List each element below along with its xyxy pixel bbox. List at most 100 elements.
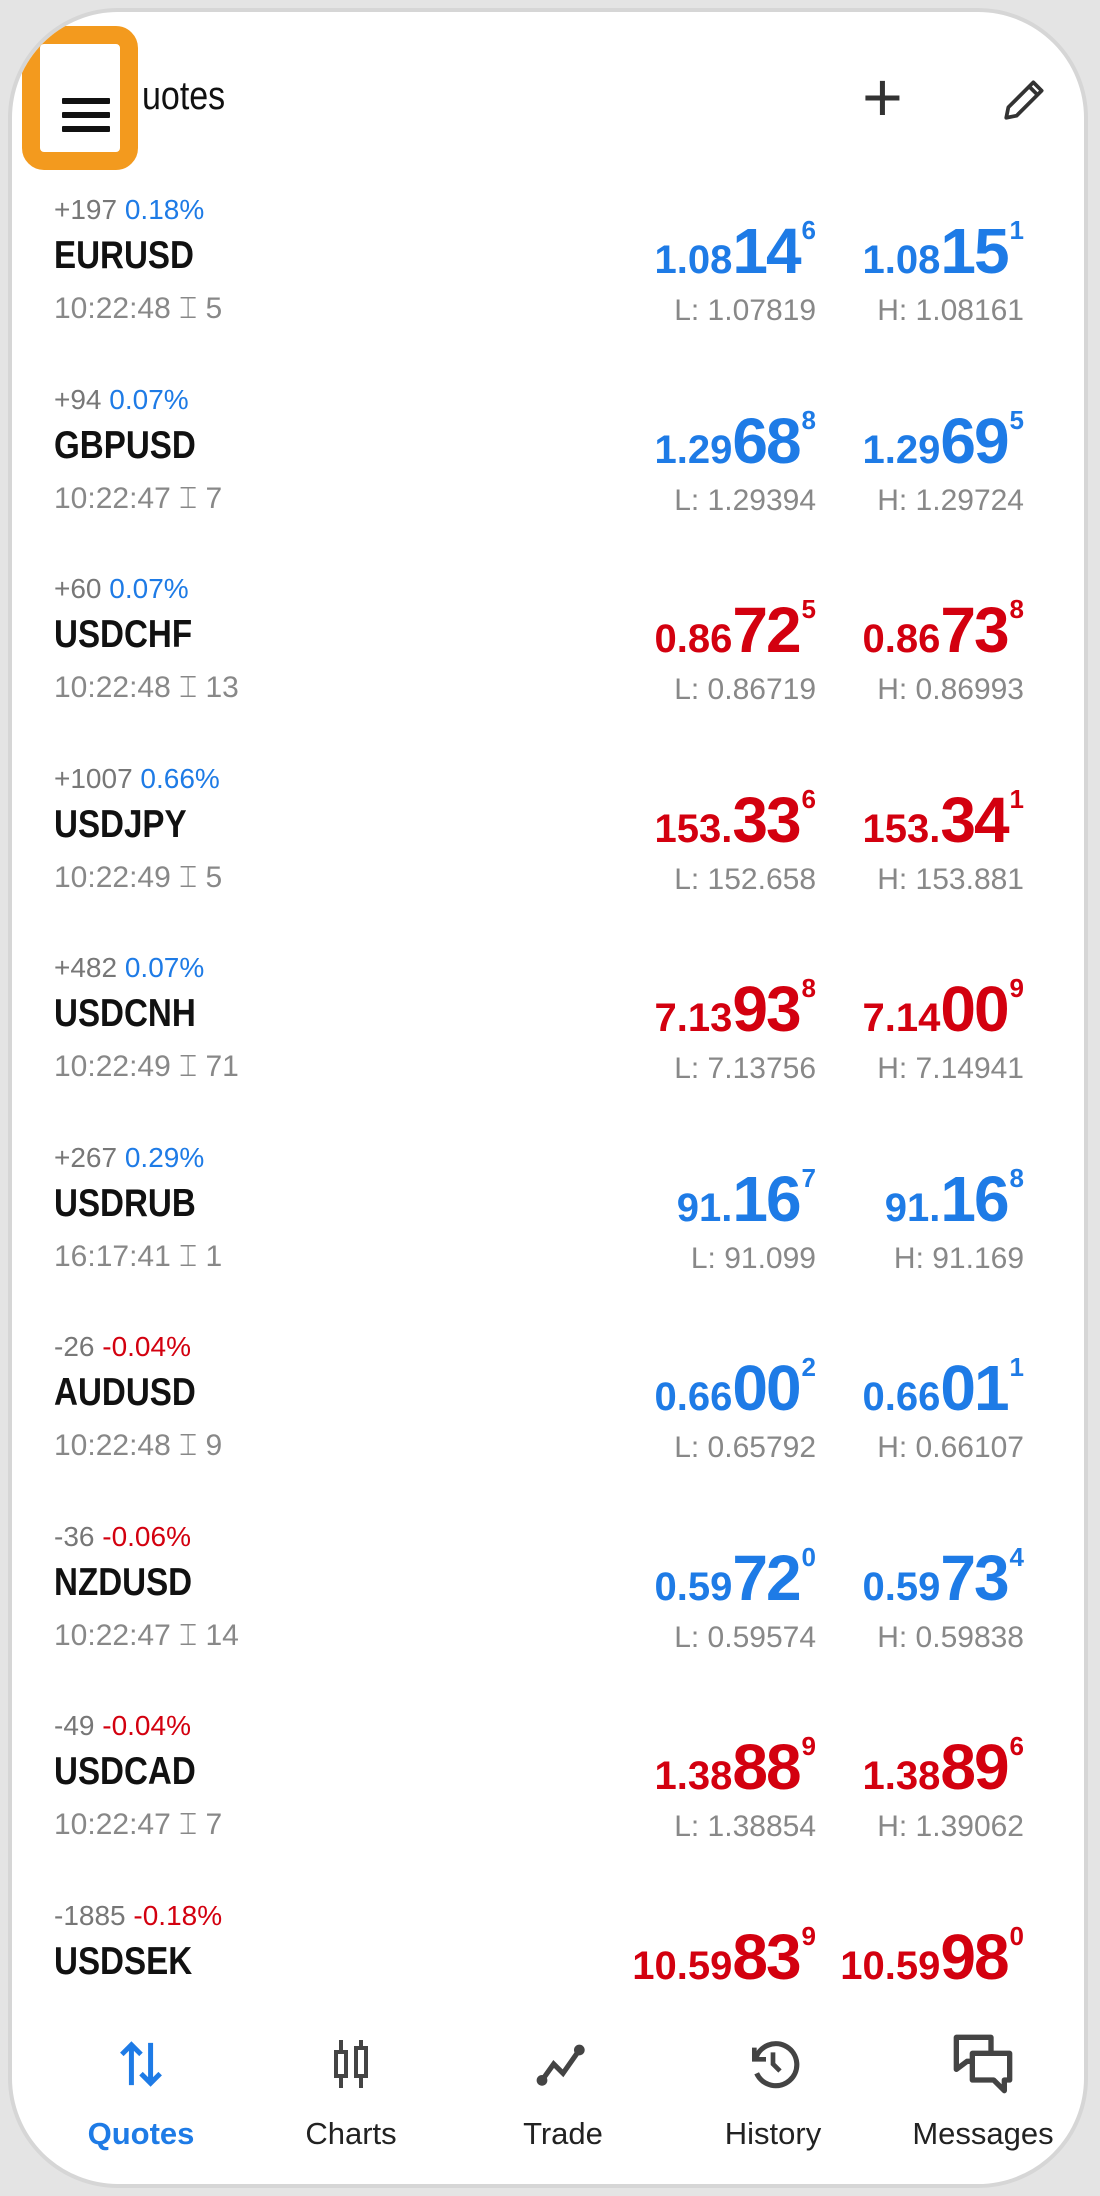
spread-icon: ⌶: [179, 1808, 198, 1841]
quote-row[interactable]: +60 0.07% USDCHF 10:22:48 ⌶ 13 0.86725 0.86…: [12, 573, 1084, 763]
change-points: +482: [54, 952, 118, 983]
bid-big: 33: [732, 783, 801, 856]
time: 10:22:48: [54, 671, 171, 704]
change-points: -36: [54, 1520, 95, 1552]
change: +267 0.29%: [54, 1142, 204, 1174]
bid-prefix: 0.86: [654, 617, 733, 661]
ask-prefix: 1.38: [862, 1754, 941, 1798]
high: H: 1.08161: [877, 294, 1024, 327]
bid-price: 91.167: [677, 1162, 816, 1236]
bid-price: 7.13938: [654, 972, 816, 1046]
bid-price: 153.336: [654, 783, 816, 857]
spread: 1: [205, 1239, 223, 1273]
app-screen: uotes + +197 0.18% EURUSD 10:22:48 ⌶ 5 1.0…: [8, 8, 1088, 2188]
bottom-nav: Quotes Charts Trade History Messages: [12, 2032, 1084, 2152]
change-percent: 0.29%: [124, 1141, 205, 1173]
nav-charts[interactable]: Charts: [251, 2032, 451, 2152]
ask-big: 98: [940, 1920, 1009, 1993]
ask-price: 1.08151: [862, 214, 1024, 288]
low: L: 1.07819: [674, 294, 816, 327]
bid-sup: 6: [801, 783, 816, 814]
symbol: USDCAD: [54, 1750, 196, 1793]
ask-big: 34: [940, 783, 1009, 856]
ask-prefix: 10.59: [840, 1943, 941, 1988]
spread: 5: [205, 292, 223, 325]
pencil-icon[interactable]: [1000, 74, 1050, 129]
bid-price: 1.29688: [654, 404, 816, 478]
nav-messages[interactable]: Messages: [883, 2032, 1083, 2152]
trade-line-icon: [463, 2032, 663, 2096]
high: H: 153.881: [877, 862, 1024, 896]
change-points: +60: [54, 573, 102, 604]
nav-trade[interactable]: Trade: [463, 2032, 663, 2152]
spread-icon: ⌶: [179, 1239, 198, 1273]
low: L: 152.658: [674, 862, 816, 896]
ask-big: 00: [940, 973, 1009, 1045]
bid-prefix: 7.13: [654, 996, 733, 1040]
quote-row[interactable]: +267 0.29% USDRUB 16:17:41 ⌶ 1 91.167 91.16…: [12, 1142, 1084, 1332]
change: +94 0.07%: [54, 384, 189, 416]
spread: 71: [205, 1050, 239, 1083]
change-points: -26: [54, 1331, 95, 1362]
spread: 9: [205, 1429, 223, 1462]
change: -49 -0.04%: [54, 1710, 191, 1742]
bid-big: 72: [732, 594, 801, 666]
bid-sup: 8: [801, 404, 816, 435]
quote-row[interactable]: -49 -0.04% USDCAD 10:22:47 ⌶ 7 1.38889 1.38…: [12, 1710, 1084, 1900]
time-spread: 10:22:47 ⌶ 7: [54, 482, 222, 516]
symbol: USDJPY: [54, 802, 187, 846]
ask-prefix: 1.08: [862, 238, 941, 282]
ask-prefix: 0.86: [862, 617, 941, 661]
high: H: 0.59838: [877, 1620, 1024, 1654]
low: L: 7.13756: [674, 1052, 816, 1085]
quote-row[interactable]: -36 -0.06% NZDUSD 10:22:47 ⌶ 14 0.59720 0.5…: [12, 1521, 1084, 1711]
spread-icon: ⌶: [179, 671, 198, 704]
low: L: 0.59574: [674, 1620, 816, 1654]
change-points: +1007: [54, 762, 133, 794]
symbol: EURUSD: [54, 234, 194, 277]
ask-big: 01: [940, 1352, 1009, 1424]
ask-big: 16: [940, 1162, 1009, 1235]
bid-sup: 9: [801, 1731, 816, 1761]
ask-big: 73: [940, 1541, 1009, 1614]
change-percent: 0.07%: [109, 383, 189, 415]
quote-row[interactable]: -26 -0.04% AUDUSD 10:22:48 ⌶ 9 0.66002 0.66…: [12, 1331, 1084, 1521]
plus-icon[interactable]: +: [862, 58, 903, 136]
bid-price: 10.59839: [632, 1920, 816, 1994]
symbol: USDCNH: [54, 992, 196, 1035]
symbol: AUDUSD: [54, 1371, 196, 1414]
quote-row[interactable]: +1007 0.66% USDJPY 10:22:49 ⌶ 5 153.336 153…: [12, 763, 1084, 953]
menu-highlight[interactable]: [22, 26, 138, 170]
low: L: 1.38854: [674, 1810, 816, 1843]
ask-prefix: 0.59: [862, 1564, 941, 1609]
bid-big: 14: [732, 215, 801, 287]
ask-prefix: 1.29: [862, 427, 941, 472]
quote-row[interactable]: +482 0.07% USDCNH 10:22:49 ⌶ 71 7.13938 7.1…: [12, 952, 1084, 1142]
change: +60 0.07%: [54, 573, 189, 605]
time-spread: 10:22:48 ⌶ 9: [54, 1429, 222, 1463]
ask-sup: 8: [1009, 1162, 1024, 1193]
time: 10:22:48: [54, 1429, 171, 1462]
low: L: 0.86719: [674, 673, 816, 706]
messages-icon: [883, 2032, 1083, 2096]
history-icon: [673, 2032, 873, 2096]
quote-row[interactable]: -1885 -0.18% USDSEK 10.59839 10.59980: [12, 1900, 1084, 2090]
nav-history[interactable]: History: [673, 2032, 873, 2152]
change-points: +197: [54, 194, 118, 225]
bid-prefix: 0.66: [654, 1375, 733, 1419]
bid-big: 00: [732, 1352, 801, 1424]
hamburger-icon[interactable]: [62, 98, 110, 132]
quote-row[interactable]: +94 0.07% GBPUSD 10:22:47 ⌶ 7 1.29688 1.296…: [12, 384, 1084, 574]
ask-price: 1.38896: [862, 1730, 1024, 1804]
time: 10:22:47: [54, 1808, 171, 1841]
time-spread: 10:22:49 ⌶ 5: [54, 861, 222, 895]
spread-icon: ⌶: [179, 1618, 198, 1652]
high: H: 91.169: [893, 1241, 1024, 1275]
ask-big: 15: [940, 215, 1009, 287]
quote-row[interactable]: +197 0.18% EURUSD 10:22:48 ⌶ 5 1.08146 1.08…: [12, 194, 1084, 384]
time: 10:22:49: [54, 1050, 171, 1083]
bid-big: 83: [732, 1920, 801, 1993]
bid-price: 0.66002: [654, 1351, 816, 1425]
nav-quotes[interactable]: Quotes: [41, 2032, 241, 2152]
bid-big: 93: [732, 973, 801, 1045]
